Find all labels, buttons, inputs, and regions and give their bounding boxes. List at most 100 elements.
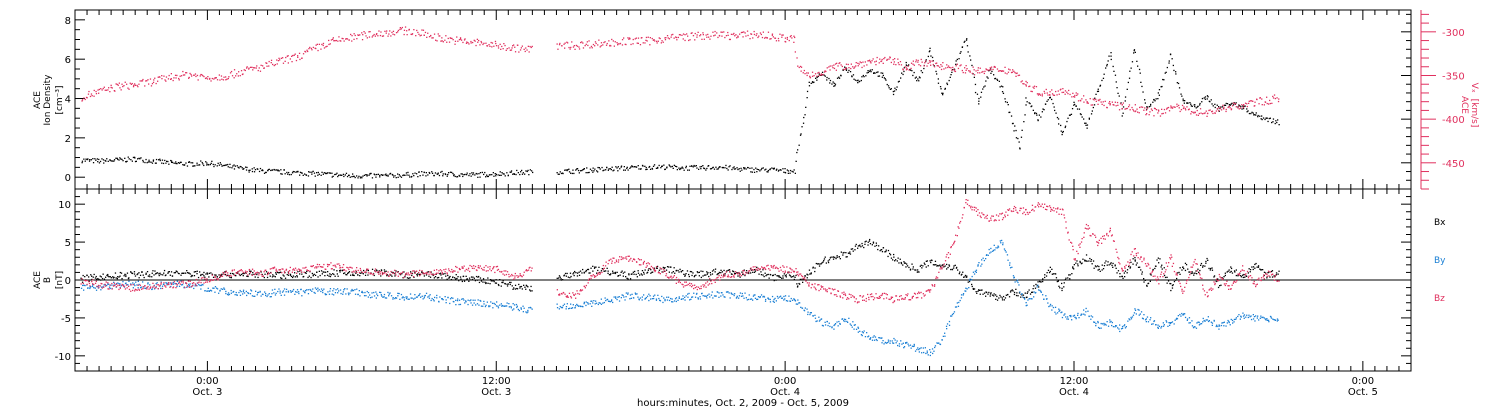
- data-point-vx: [119, 87, 121, 89]
- data-point-density: [970, 59, 972, 61]
- data-point-vx: [297, 56, 299, 58]
- data-point-bx: [1015, 288, 1017, 290]
- data-point-bx: [1163, 274, 1166, 277]
- data-point-by: [329, 288, 332, 290]
- data-point-bx: [383, 269, 386, 271]
- data-point-density: [148, 161, 151, 163]
- data-point-density: [1226, 103, 1229, 105]
- data-point-by: [320, 290, 322, 293]
- data-point-by: [634, 292, 636, 294]
- data-point-density: [713, 168, 716, 170]
- data-point-bx: [121, 278, 123, 280]
- data-point-bx: [849, 251, 851, 253]
- data-point-density: [134, 157, 136, 159]
- data-point-bx: [721, 271, 723, 273]
- data-point-by: [230, 289, 232, 292]
- data-point-bx: [925, 260, 927, 262]
- data-point-density: [351, 176, 353, 178]
- data-point-by: [528, 307, 530, 309]
- data-point-bx: [1079, 260, 1081, 263]
- data-point-vx: [1235, 106, 1237, 108]
- data-point-by: [361, 291, 363, 293]
- data-point-density: [851, 76, 853, 78]
- data-point-bx: [577, 272, 579, 274]
- data-point-vx: [690, 32, 692, 34]
- data-point-bx: [250, 270, 252, 272]
- data-point-vx: [1157, 112, 1159, 114]
- data-point-vx: [977, 72, 979, 74]
- data-point-vx: [806, 72, 808, 74]
- data-point-bx: [906, 263, 908, 265]
- data-point-vx: [1061, 91, 1063, 94]
- data-point-density: [832, 81, 834, 83]
- data-point-vx: [426, 36, 428, 38]
- data-point-vx: [1118, 109, 1121, 111]
- data-point-by: [781, 297, 784, 299]
- data-point-by: [816, 320, 818, 322]
- data-point-density: [397, 173, 399, 175]
- data-point-vx: [364, 32, 366, 34]
- data-point-by: [788, 295, 790, 297]
- data-point-by: [685, 295, 687, 297]
- data-point-density: [956, 58, 958, 61]
- data-point-density: [159, 159, 161, 162]
- data-point-vx: [1072, 92, 1074, 94]
- data-point-vx: [304, 50, 306, 53]
- data-point-density: [1056, 116, 1059, 119]
- data-point-density: [1231, 102, 1233, 104]
- data-point-vx: [182, 74, 185, 76]
- data-point-by: [625, 292, 627, 294]
- data-point-by: [675, 297, 678, 299]
- data-point-bx: [1171, 287, 1174, 289]
- data-point-density: [669, 165, 671, 167]
- data-point-bx: [220, 274, 222, 276]
- data-point-vx: [1220, 109, 1223, 111]
- data-point-density: [220, 163, 222, 166]
- data-point-by: [257, 291, 260, 293]
- data-point-bx: [652, 271, 654, 273]
- data-point-density: [449, 171, 452, 173]
- data-point-by: [697, 298, 699, 300]
- data-point-bx: [865, 240, 867, 242]
- data-point-bx: [983, 292, 986, 294]
- data-point-density: [417, 176, 419, 178]
- data-point-density: [920, 70, 922, 72]
- data-point-bx: [793, 275, 795, 277]
- data-point-by: [873, 335, 875, 337]
- data-point-vx: [268, 65, 270, 67]
- data-point-bx: [227, 274, 229, 276]
- data-point-density: [1172, 64, 1174, 67]
- data-point-bx: [1115, 267, 1117, 269]
- data-point-by: [376, 293, 378, 295]
- data-point-bx: [585, 269, 587, 272]
- data-point-by: [831, 326, 833, 328]
- data-point-vx: [215, 77, 217, 79]
- data-point-by: [138, 283, 140, 286]
- data-point-vx: [637, 42, 639, 44]
- data-point-bx: [785, 274, 787, 276]
- data-point-bx: [362, 273, 364, 275]
- data-point-vx: [392, 33, 394, 35]
- data-point-bx: [348, 271, 351, 273]
- data-point-vx: [790, 35, 792, 37]
- data-point-density: [911, 70, 913, 72]
- data-point-bx: [292, 276, 294, 279]
- data-point-by: [603, 301, 605, 304]
- data-point-bx: [290, 275, 293, 278]
- data-point-vx: [447, 37, 449, 40]
- data-point-by: [416, 296, 418, 298]
- data-point-bx: [689, 270, 692, 273]
- data-point-by: [873, 339, 876, 341]
- data-point-vx: [137, 86, 139, 88]
- data-point-by: [478, 304, 480, 306]
- data-point-by: [715, 295, 717, 297]
- data-point-by: [369, 294, 371, 296]
- data-point-density: [769, 169, 771, 171]
- data-point-density: [1199, 104, 1201, 106]
- data-point-density: [1240, 106, 1242, 108]
- data-point-by: [271, 289, 274, 291]
- data-point-vx: [1223, 106, 1225, 108]
- data-point-bx: [814, 270, 816, 273]
- data-point-vx: [477, 41, 479, 43]
- data-point-density: [1268, 117, 1270, 120]
